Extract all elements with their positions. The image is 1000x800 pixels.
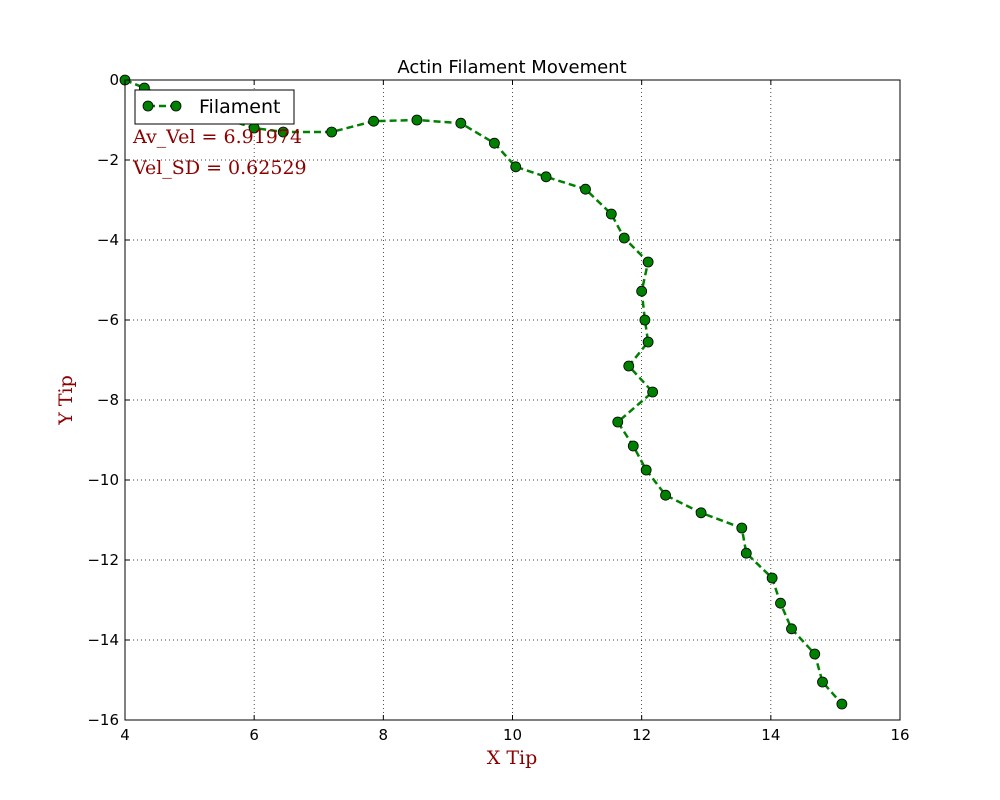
data-point: [489, 137, 500, 149]
data-point: [605, 208, 617, 220]
legend-marker: [142, 100, 154, 112]
y-tick-label: 0: [109, 71, 119, 89]
y-tick-label: −16: [87, 711, 119, 729]
data-point: [660, 489, 671, 501]
data-point: [636, 285, 648, 297]
data-point: [809, 648, 821, 660]
data-point: [817, 676, 828, 688]
data-point: [455, 117, 467, 129]
x-tick-label: 16: [890, 726, 909, 744]
data-point: [647, 386, 659, 398]
data-point: [618, 232, 630, 244]
x-tick-label: 10: [503, 726, 522, 744]
data-point: [642, 256, 654, 268]
chart-title: Actin Filament Movement: [397, 57, 626, 78]
y-tick-label: −14: [87, 631, 119, 649]
x-tick-label: 4: [120, 726, 130, 744]
data-point: [326, 126, 338, 138]
tick-labels: 4 6 8 10 12 14 16 0 −2 −4 −6 −8 −10 −12 −14 −16: [87, 71, 909, 744]
y-axis-label: Y Tip: [55, 375, 77, 426]
y-tick-label: −10: [87, 471, 119, 489]
y-tick-label: −6: [97, 311, 119, 329]
data-point: [639, 314, 651, 326]
y-tick-label: −4: [97, 231, 119, 249]
data-point: [510, 161, 522, 173]
data-point: [277, 126, 289, 138]
data-point: [766, 572, 778, 584]
data-point: [786, 623, 797, 635]
x-tick-label: 8: [379, 726, 389, 744]
x-tick-label: 12: [632, 726, 651, 744]
data-point: [736, 522, 748, 534]
x-tick-label: 14: [761, 726, 780, 744]
y-tick-label: −8: [97, 391, 119, 409]
data-point: [368, 115, 380, 127]
data-point: [740, 547, 752, 559]
data-point: [540, 171, 552, 183]
data-point: [627, 440, 639, 452]
data-point: [775, 597, 786, 609]
ticks: [124, 79, 901, 721]
data-point: [642, 336, 654, 348]
legend: Filament: [134, 89, 295, 125]
annotation-vel-sd: Vel_SD = 0.62529: [132, 157, 307, 179]
annotation-av-vel: Av_Vel = 6.91974: [132, 126, 302, 148]
data-point: [836, 698, 848, 710]
y-tick-label: −2: [97, 151, 119, 169]
data-point: [411, 114, 423, 126]
data-point: [623, 360, 635, 372]
data-point: [640, 464, 652, 476]
x-tick-label: 6: [249, 726, 259, 744]
legend-label: Filament: [199, 96, 280, 118]
data-point: [580, 183, 591, 195]
y-tick-label: −12: [87, 551, 119, 569]
data-point: [612, 416, 624, 428]
x-axis-label: X Tip: [487, 747, 537, 769]
data-point: [695, 507, 707, 519]
legend-marker: [170, 100, 182, 112]
